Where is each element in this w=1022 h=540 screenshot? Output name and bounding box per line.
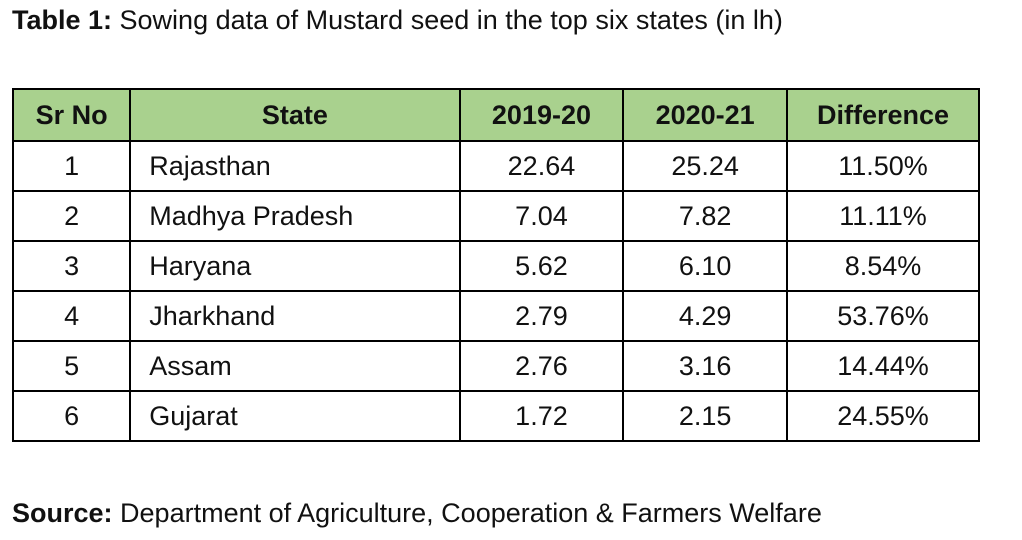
cell-2019-20: 2.76 — [458, 340, 625, 392]
cell-sr-no: 1 — [11, 140, 132, 192]
source-text: Department of Agriculture, Cooperation &… — [112, 498, 822, 528]
cell-state: Rajasthan — [129, 140, 461, 192]
cell-sr-no: 6 — [11, 390, 132, 442]
caption-label: Table 1: — [12, 5, 113, 35]
cell-difference: 11.50% — [785, 140, 981, 192]
cell-sr-no: 5 — [11, 340, 132, 392]
cell-state: Jharkhand — [129, 290, 461, 342]
header-2019-20: 2019-20 — [458, 88, 625, 142]
cell-difference: 53.76% — [785, 290, 981, 342]
header-difference: Difference — [785, 88, 981, 142]
cell-2020-21: 25.24 — [622, 140, 788, 192]
cell-state: Gujarat — [129, 390, 461, 442]
table-row: 1 Rajasthan 22.64 25.24 11.50% — [11, 140, 981, 192]
cell-state: Assam — [129, 340, 461, 392]
table-row: 3 Haryana 5.62 6.10 8.54% — [11, 240, 981, 292]
cell-2019-20: 7.04 — [458, 190, 625, 242]
header-sr-no: Sr No — [11, 88, 132, 142]
cell-2019-20: 1.72 — [458, 390, 625, 442]
cell-state: Haryana — [129, 240, 461, 292]
source-label: Source: — [12, 498, 113, 528]
cell-2019-20: 5.62 — [458, 240, 625, 292]
cell-difference: 14.44% — [785, 340, 981, 392]
cell-state: Madhya Pradesh — [129, 190, 461, 242]
table-caption: Table 1: Sowing data of Mustard seed in … — [12, 2, 783, 38]
cell-2020-21: 6.10 — [622, 240, 788, 292]
table-row: 6 Gujarat 1.72 2.15 24.55% — [11, 390, 981, 442]
source-note: Source: Department of Agriculture, Coope… — [12, 495, 822, 531]
sowing-data-table: Sr No State 2019-20 2020-21 Difference 1… — [11, 88, 981, 442]
cell-difference: 11.11% — [785, 190, 981, 242]
header-state: State — [129, 88, 461, 142]
cell-2020-21: 4.29 — [622, 290, 788, 342]
cell-sr-no: 2 — [11, 190, 132, 242]
cell-difference: 24.55% — [785, 390, 981, 442]
cell-2019-20: 2.79 — [458, 290, 625, 342]
cell-sr-no: 4 — [11, 290, 132, 342]
table-row: 2 Madhya Pradesh 7.04 7.82 11.11% — [11, 190, 981, 242]
header-2020-21: 2020-21 — [622, 88, 788, 142]
cell-2019-20: 22.64 — [458, 140, 625, 192]
cell-difference: 8.54% — [785, 240, 981, 292]
table-row: 5 Assam 2.76 3.16 14.44% — [11, 340, 981, 392]
caption-text: Sowing data of Mustard seed in the top s… — [112, 5, 783, 35]
table-header-row: Sr No State 2019-20 2020-21 Difference — [11, 88, 981, 142]
cell-sr-no: 3 — [11, 240, 132, 292]
cell-2020-21: 7.82 — [622, 190, 788, 242]
cell-2020-21: 2.15 — [622, 390, 788, 442]
table-row: 4 Jharkhand 2.79 4.29 53.76% — [11, 290, 981, 342]
cell-2020-21: 3.16 — [622, 340, 788, 392]
